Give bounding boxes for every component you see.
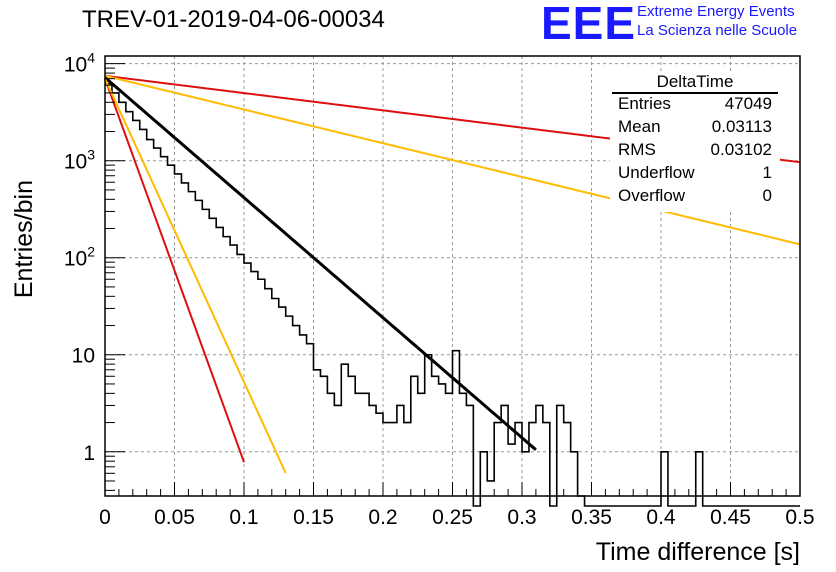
y-axis-label: Entries/bin xyxy=(10,180,38,298)
fit-curve-red xyxy=(104,78,245,463)
fit-curves xyxy=(104,74,801,474)
x-tick-label: 0.5 xyxy=(785,506,814,529)
x-tick-label: 0.4 xyxy=(646,506,676,529)
x-tick-label: 0.3 xyxy=(507,506,536,529)
x-tick-label: 0.25 xyxy=(432,506,473,529)
stats-value: 0.03102 xyxy=(710,140,772,159)
histogram-steps xyxy=(105,83,800,507)
x-tick-label: 0.05 xyxy=(154,506,195,529)
x-tick-label: 0.2 xyxy=(368,506,397,529)
stats-header: DeltaTime xyxy=(656,72,734,91)
y-tick-label: 10 xyxy=(72,345,95,368)
chart-title: TREV-01-2019-04-06-00034 xyxy=(82,6,385,33)
fit-curve-orange xyxy=(104,78,287,474)
stats-value: 47049 xyxy=(724,94,772,113)
stats-label: Mean xyxy=(618,117,661,136)
x-axis-label: Time difference [s] xyxy=(596,538,800,566)
stats-header-rule xyxy=(612,92,778,94)
x-tick-label: 0.35 xyxy=(571,506,612,529)
histogram xyxy=(105,83,800,507)
stats-label: RMS xyxy=(618,140,656,159)
x-tick-label: 0.15 xyxy=(293,506,334,529)
x-tick-label: 0 xyxy=(99,506,111,529)
stats-label: Entries xyxy=(618,94,671,113)
stats-label: Underflow xyxy=(618,163,695,182)
fit-curve-orange xyxy=(104,74,801,246)
y-tick-label: 102 xyxy=(64,244,95,271)
stats-box: DeltaTime Entries 47049 Mean 0.03113 RMS… xyxy=(610,72,780,212)
stats-value: 0 xyxy=(762,186,772,205)
logo-line-1: Extreme Energy Events xyxy=(637,3,795,20)
stats-value: 1 xyxy=(762,163,772,182)
x-tick-label: 0.45 xyxy=(710,506,751,529)
y-tick-label: 1 xyxy=(83,442,95,465)
x-tick-label: 0.1 xyxy=(229,506,258,529)
x-axis: 0 0.05 0.1 0.15 0.2 0.25 0.3 0.35 0.4 0.45 0.5 xyxy=(99,482,815,529)
fit-curve-black xyxy=(104,76,537,451)
stats-value: 0.03113 xyxy=(711,117,772,136)
eee-logo: EEE xyxy=(541,0,637,49)
y-tick-label: 104 xyxy=(64,50,95,77)
y-tick-label: 103 xyxy=(64,147,95,174)
stats-label: Overflow xyxy=(618,186,686,205)
logo-line-2: La Scienza nelle Scuole xyxy=(637,22,798,39)
